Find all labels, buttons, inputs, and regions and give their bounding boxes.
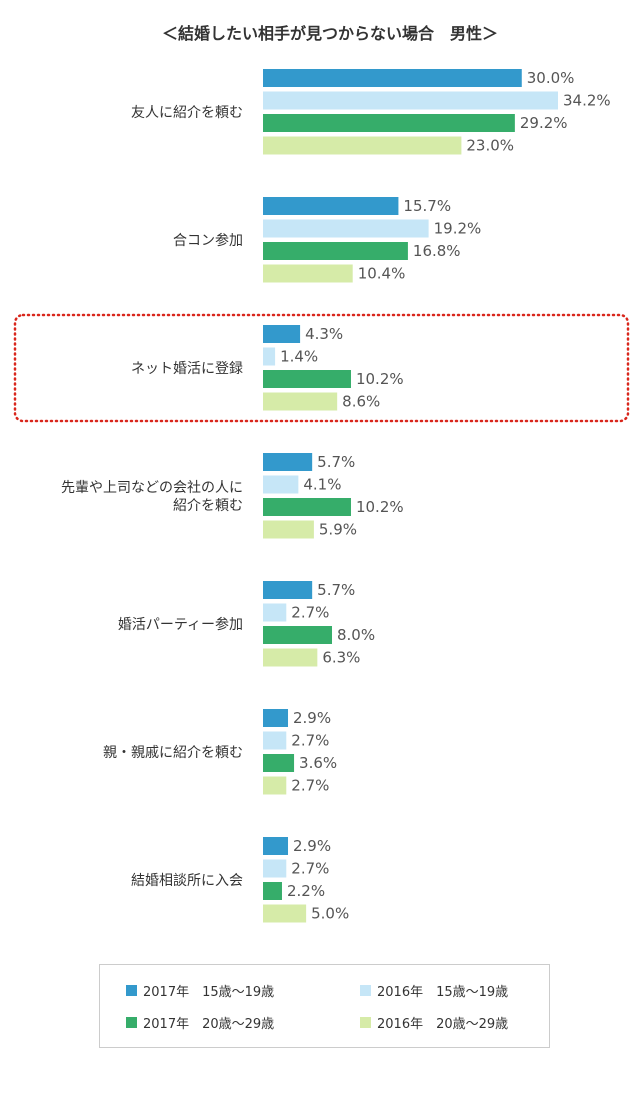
bar [263, 904, 307, 923]
category-label: 友人に紹介を頼む [131, 105, 243, 121]
data-label: 1.4% [280, 348, 318, 366]
data-label: 23.0% [466, 137, 514, 155]
legend-swatch [360, 1017, 371, 1028]
data-label: 8.6% [342, 393, 380, 411]
bar [263, 626, 333, 644]
bar [263, 731, 287, 750]
legend-item: 2016年 20歳〜29歳 [360, 1013, 508, 1032]
bar [263, 520, 314, 539]
bar [263, 709, 289, 727]
bar [263, 882, 282, 900]
data-label: 10.2% [356, 370, 404, 388]
bar [263, 754, 295, 772]
bar [263, 859, 287, 878]
bar [263, 581, 313, 599]
category-label: 婚活パーティー参加 [118, 616, 243, 633]
category-label: 合コン参加 [173, 232, 243, 249]
category-label: 結婚相談所に入会 [131, 873, 243, 889]
legend-item: 2016年 15歳〜19歳 [360, 981, 508, 1000]
legend-item: 2017年 15歳〜19歳 [126, 981, 274, 1000]
category-label: ネット婚活に登録 [131, 361, 243, 377]
data-label: 10.4% [358, 265, 406, 283]
data-label: 2.7% [291, 604, 329, 622]
category-label: 先輩や上司などの会社の人に [61, 480, 243, 496]
bar [263, 776, 287, 795]
bar [263, 136, 462, 155]
bar [263, 197, 399, 215]
data-label: 19.2% [434, 220, 482, 238]
bar [263, 392, 338, 411]
bar [263, 837, 289, 855]
highlight-frame [13, 313, 630, 423]
bar [263, 498, 351, 516]
bar [263, 114, 515, 132]
data-label: 16.8% [413, 242, 461, 260]
data-label: 5.7% [317, 453, 355, 471]
data-label: 5.0% [311, 905, 349, 923]
data-label: 4.3% [305, 325, 343, 343]
category-label: 親・親戚に紹介を頼む [103, 745, 243, 761]
bar [263, 347, 276, 366]
data-label: 2.7% [291, 732, 329, 750]
data-label: 34.2% [563, 92, 611, 110]
data-label: 8.0% [337, 626, 375, 644]
bar [263, 648, 318, 667]
bar [263, 264, 353, 283]
bar [263, 242, 408, 260]
data-label: 4.1% [303, 476, 341, 494]
data-label: 15.7% [403, 197, 451, 215]
bar [263, 69, 522, 87]
bar [263, 475, 299, 494]
legend-swatch [360, 985, 371, 996]
data-label: 2.7% [291, 860, 329, 878]
legend-label: 2017年 15歳〜19歳 [143, 985, 275, 1000]
data-label: 2.2% [287, 882, 325, 900]
bar [263, 219, 429, 238]
data-label: 5.7% [317, 581, 355, 599]
legend-item: 2017年 20歳〜29歳 [126, 1013, 274, 1032]
bar [263, 603, 287, 622]
legend: 2017年 15歳〜19歳 2016年 15歳〜19歳 2017年 20歳〜29歳 2… [99, 964, 550, 1048]
data-label: 2.7% [291, 777, 329, 795]
data-label: 29.2% [520, 114, 568, 132]
chart-title: ＜結婚したい相手が見つからない場合 男性＞ [162, 24, 498, 43]
data-label: 5.9% [319, 521, 357, 539]
legend-label: 2017年 20歳〜29歳 [143, 1017, 275, 1032]
legend-label: 2016年 20歳〜29歳 [377, 1017, 509, 1032]
data-label: 2.9% [293, 837, 331, 855]
legend-label: 2016年 15歳〜19歳 [377, 985, 509, 1000]
category-label: 紹介を頼む [173, 498, 243, 514]
data-label: 2.9% [293, 709, 331, 727]
data-label: 30.0% [527, 69, 575, 87]
data-label: 10.2% [356, 498, 404, 516]
bar [263, 91, 558, 110]
data-label: 6.3% [322, 649, 360, 667]
data-label: 3.6% [299, 754, 337, 772]
bar [263, 370, 351, 388]
legend-swatch [126, 985, 137, 996]
bar [263, 453, 313, 471]
legend-swatch [126, 1017, 137, 1028]
bar [263, 325, 301, 343]
